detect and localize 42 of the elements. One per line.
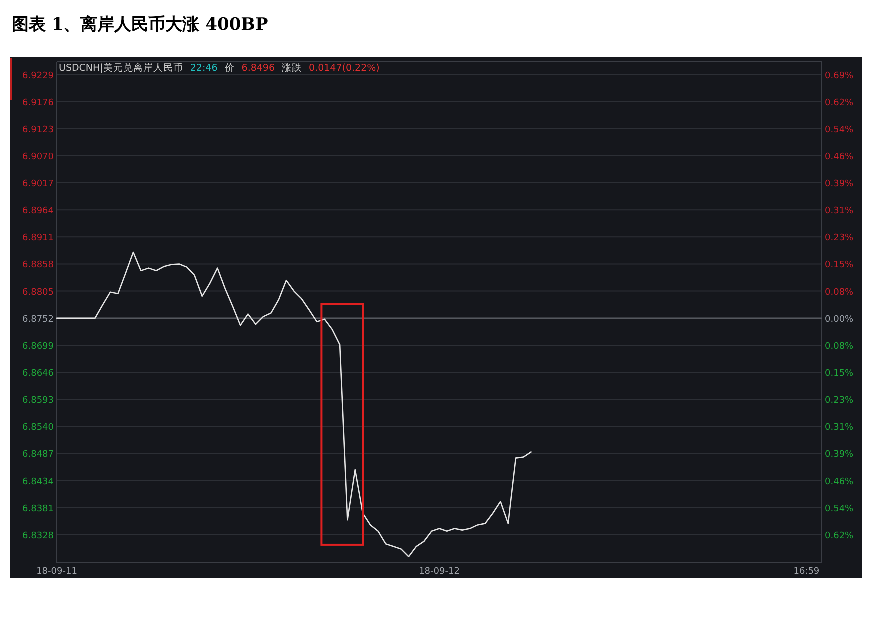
y-tick-label: 6.8964	[22, 206, 54, 217]
y2-tick-label: 0.69%	[825, 71, 854, 82]
y2-tick-label: 0.08%	[825, 288, 854, 298]
y2-tick-label: 0.54%	[825, 504, 854, 514]
y-tick-label: 6.8381	[22, 504, 54, 514]
y2-tick-label: 0.54%	[825, 125, 854, 136]
chart-title: 图表 1、离岸人民币大涨 400BP	[12, 15, 269, 35]
y-tick-label: 6.8487	[22, 450, 54, 460]
y2-tick-label: 0.46%	[825, 477, 854, 488]
x-tick-label: 18-09-11	[36, 567, 78, 577]
y-tick-label: 6.8593	[22, 396, 54, 406]
y-tick-label: 6.9123	[22, 125, 54, 136]
y-tick-label: 6.8699	[22, 342, 54, 352]
y-tick-label: 6.8752	[22, 314, 54, 325]
x-tick-label: 16:59	[794, 567, 820, 577]
y2-tick-label: 0.00%	[825, 314, 854, 325]
y-tick-label: 6.8646	[22, 369, 54, 380]
y2-tick-label: 0.46%	[825, 152, 854, 162]
y2-tick-label: 0.39%	[825, 180, 854, 190]
y2-tick-label: 0.23%	[825, 396, 854, 406]
y-tick-label: 6.9017	[22, 180, 54, 190]
y-tick-label: 6.8328	[22, 531, 54, 542]
y2-tick-label: 0.23%	[825, 234, 854, 244]
chart-subtitle: USDCNH|美元兑离岸人民币 22:46 价 6.8496 涨跌 0.0147(0.22%)	[59, 62, 380, 74]
y-tick-label: 6.8540	[22, 423, 54, 434]
y2-tick-label: 0.31%	[825, 423, 854, 434]
y-tick-label: 6.9229	[22, 71, 54, 82]
y2-tick-label: 0.39%	[825, 450, 854, 460]
y-tick-label: 6.8911	[22, 234, 54, 244]
y-tick-label: 6.9176	[22, 98, 54, 108]
y2-tick-label: 0.31%	[825, 206, 854, 217]
y-tick-label: 6.8805	[22, 288, 54, 298]
y2-tick-label: 0.62%	[825, 531, 854, 542]
y2-tick-label: 0.15%	[825, 260, 854, 271]
x-tick-label: 18-09-12	[419, 567, 460, 577]
y-tick-label: 6.8858	[22, 260, 54, 271]
y2-tick-label: 0.08%	[825, 342, 854, 352]
y-tick-label: 6.9070	[22, 152, 54, 162]
y2-tick-label: 0.62%	[825, 98, 854, 108]
y-tick-label: 6.8434	[22, 477, 54, 488]
line-series	[56, 252, 532, 558]
y2-tick-label: 0.15%	[825, 369, 854, 380]
